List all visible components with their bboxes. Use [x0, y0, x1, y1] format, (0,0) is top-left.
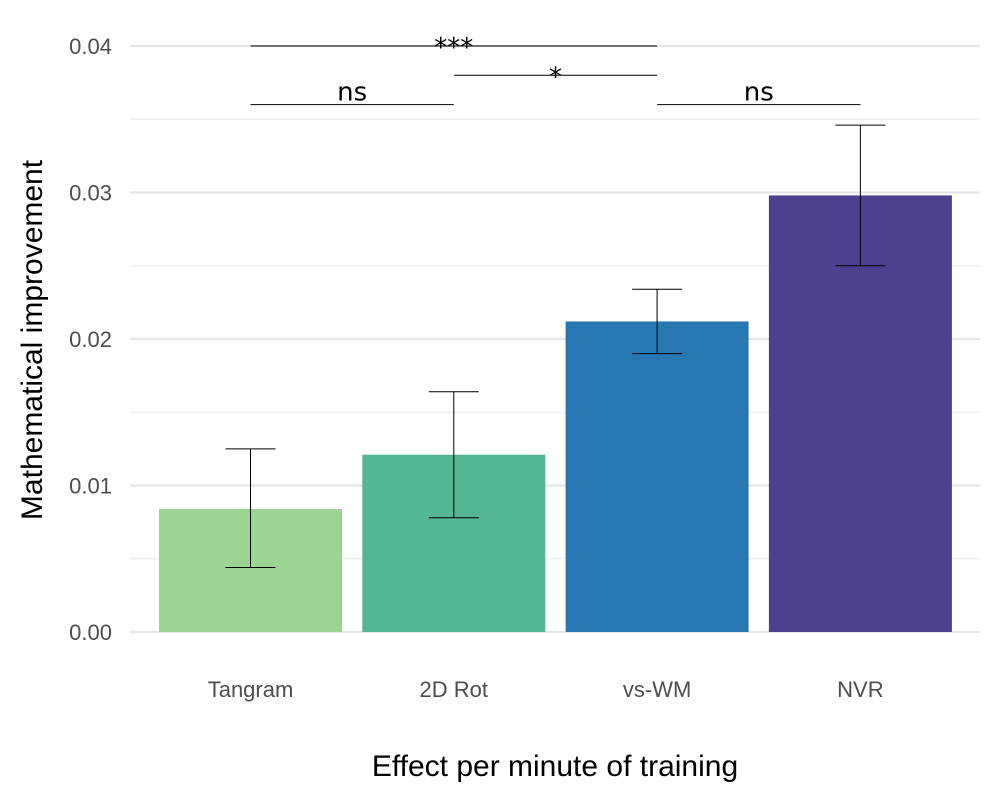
x-tick-label: vs-WM: [623, 677, 691, 702]
x-tick-label: NVR: [837, 677, 883, 702]
significance-label: *: [549, 62, 562, 92]
x-axis-ticks: Tangram 2D Rot vs-WM NVR: [208, 677, 884, 702]
y-axis-ticks: 0.00 0.01 0.02 0.03 0.04: [69, 34, 112, 645]
x-tick-label: 2D Rot: [420, 677, 488, 702]
y-tick-label: 0.01: [69, 474, 112, 499]
significance-label: ns: [744, 78, 774, 108]
x-tick-label: Tangram: [208, 677, 294, 702]
y-axis-title: Mathematical improvement: [16, 159, 49, 520]
bar: [565, 321, 749, 632]
y-tick-label: 0.02: [69, 327, 112, 352]
error-bars: [225, 124, 886, 569]
y-tick-label: 0.03: [69, 181, 112, 206]
y-tick-label: 0.04: [69, 34, 112, 59]
bar: [768, 195, 952, 632]
significance-brackets: ****ns ns: [250, 33, 861, 108]
x-axis-title: Effect per minute of training: [372, 750, 738, 783]
y-tick-label: 0.00: [69, 620, 112, 645]
significance-label: ***: [434, 33, 473, 63]
significance-label: ns: [337, 78, 367, 108]
bars: [159, 195, 952, 632]
